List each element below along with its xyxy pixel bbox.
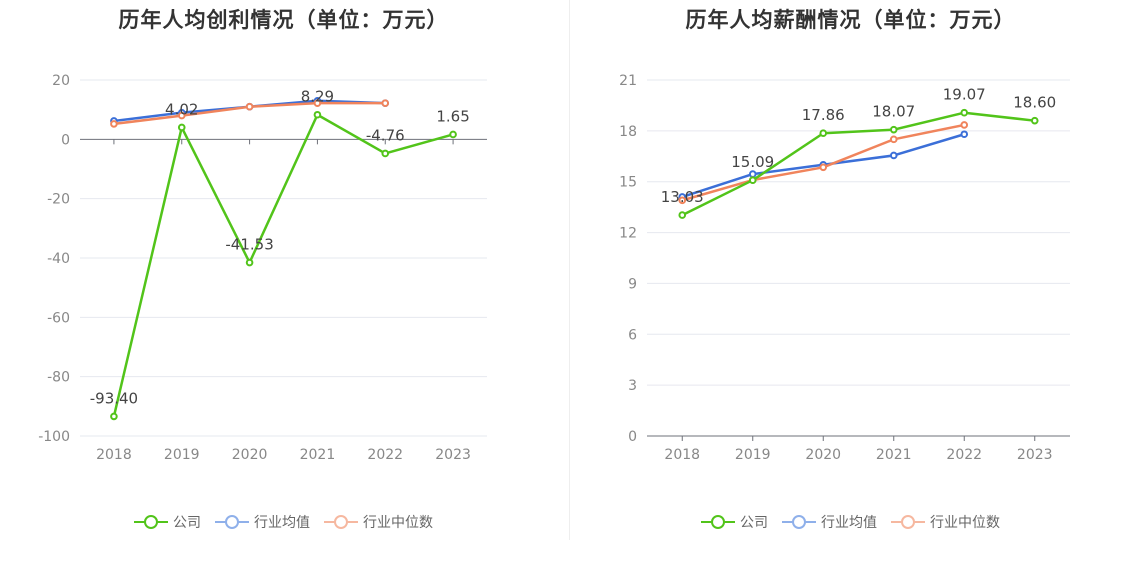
y-tick-label: 21	[619, 73, 637, 89]
legend-item-industry-median[interactable]: 行业中位数	[891, 512, 1000, 532]
data-point	[313, 99, 322, 107]
legend-label: 公司	[173, 515, 201, 531]
data-label: 18.07	[872, 103, 915, 121]
legend-company-icon	[134, 515, 168, 529]
y-tick-label: 0	[628, 429, 637, 445]
profit-line-chart: 20 0 -20 -40 -60 -80 -100 2018 2019 2020 2021 2022 2…	[38, 73, 487, 463]
data-label: 15.09	[731, 153, 774, 171]
legend-item-industry-median[interactable]: 行业中位数	[324, 512, 433, 532]
data-point	[245, 258, 254, 267]
data-point	[889, 125, 898, 134]
legend-label: 公司	[740, 515, 768, 531]
legend-label: 行业中位数	[930, 515, 1000, 531]
x-tick-label: 2023	[435, 447, 471, 463]
data-point	[889, 135, 898, 144]
salary-line-chart: 21 18 15 12 9 6 3 0 2018 2019 2020 2021 2022 2023 13.0…	[619, 73, 1070, 463]
y-tick-label: -40	[47, 251, 70, 267]
chart-title: 历年人均薪酬情况（单位：万元）	[685, 8, 1016, 32]
y-tick-label: 12	[619, 226, 637, 242]
data-point	[748, 176, 757, 184]
data-point	[819, 163, 828, 172]
y-tick-label: 6	[628, 327, 637, 343]
legend-industry-median-icon	[324, 515, 358, 529]
data-label: 1.65	[436, 107, 469, 125]
y-tick-label: 3	[628, 378, 637, 394]
y-tick-label: 15	[619, 175, 637, 191]
legend-label: 行业均值	[254, 515, 310, 531]
profit-chart-panel: 历年人均创利情况（单位：万元） 20 0 -20 -40 -60 -80 -100 2018 2…	[0, 8, 567, 533]
data-point	[819, 129, 828, 138]
data-label: -41.53	[225, 236, 273, 254]
data-label: 19.07	[943, 86, 986, 104]
data-point	[110, 120, 118, 128]
data-label: 13.03	[661, 188, 704, 206]
x-tick-label: 2020	[232, 447, 268, 463]
data-point	[449, 130, 457, 139]
x-tick-label: 2019	[164, 447, 200, 463]
x-tick-label: 2021	[876, 447, 912, 463]
series-line	[681, 111, 1035, 217]
data-point	[889, 151, 898, 160]
legend-item-company[interactable]: 公司	[134, 512, 201, 532]
y-tick-label: -60	[47, 310, 70, 326]
legend-label: 行业中位数	[363, 515, 433, 531]
legend-industry-average-icon	[782, 515, 816, 529]
data-label: 17.86	[802, 106, 845, 124]
y-tick-label: -80	[47, 370, 70, 386]
data-point	[313, 110, 322, 119]
data-label: 18.60	[1013, 94, 1056, 112]
legend-item-industry-average[interactable]: 行业均值	[782, 512, 877, 532]
x-tick-label: 2022	[367, 447, 403, 463]
legend-industry-average-icon	[215, 515, 249, 529]
legend-company-icon	[701, 515, 735, 529]
data-point	[1030, 116, 1039, 125]
data-label: -93.40	[90, 389, 138, 407]
legend-item-industry-average[interactable]: 行业均值	[215, 512, 310, 532]
data-point	[177, 111, 186, 120]
y-tick-label: 0	[61, 132, 70, 148]
y-tick-label: -100	[38, 429, 70, 445]
x-tick-label: 2022	[946, 447, 982, 463]
series-line	[112, 113, 454, 417]
legend-label: 行业均值	[821, 515, 877, 531]
data-point	[748, 170, 757, 178]
data-point	[177, 123, 186, 132]
data-point	[960, 130, 969, 139]
data-point	[678, 211, 687, 219]
data-label: -4.76	[366, 126, 405, 144]
salary-chart-panel: 历年人均薪酬情况（单位：万元） 21 18 15 12 9 6 3 0 2018 2019 2020…	[567, 0, 1134, 582]
x-tick-label: 2019	[735, 447, 771, 463]
data-point	[110, 412, 118, 421]
data-label: 4.02	[165, 100, 198, 118]
data-point	[960, 121, 969, 129]
legend-industry-median-icon	[891, 515, 925, 529]
x-tick-label: 2021	[300, 447, 336, 463]
x-tick-label: 2023	[1017, 447, 1053, 463]
x-tick-label: 2018	[96, 447, 132, 463]
x-tick-label: 2020	[805, 447, 841, 463]
panel-divider	[569, 0, 570, 540]
y-tick-label: 20	[52, 73, 70, 89]
legend-item-company[interactable]: 公司	[701, 512, 768, 532]
chart-legend: 公司 行业均值 行业中位数	[0, 511, 567, 533]
data-point	[960, 108, 969, 117]
data-point	[381, 149, 390, 158]
data-label: 8.29	[301, 88, 334, 106]
x-tick-label: 2018	[664, 447, 700, 463]
data-point	[678, 196, 687, 205]
y-tick-label: 9	[628, 276, 637, 292]
y-tick-label: -20	[47, 192, 70, 208]
data-point	[245, 102, 254, 111]
chart-legend: 公司 行业均值 行业中位数	[567, 511, 1134, 533]
data-point	[381, 99, 390, 107]
chart-title: 历年人均创利情况（单位：万元）	[118, 8, 449, 32]
y-tick-label: 18	[619, 124, 637, 140]
